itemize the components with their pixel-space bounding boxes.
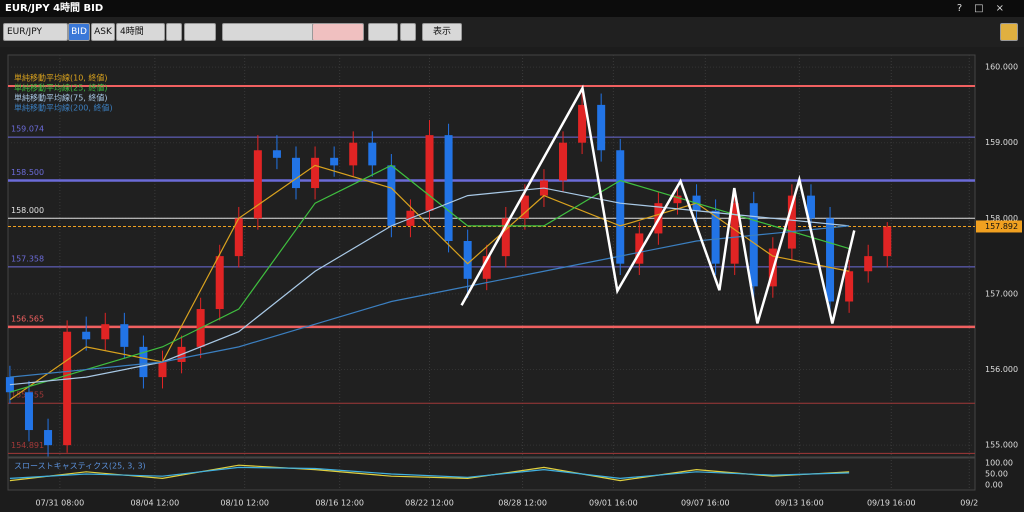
candle-body: [139, 346, 148, 378]
oscillator-line: [9, 464, 850, 482]
x-tick-label: 09/19 16:00: [867, 499, 916, 508]
candle-body: [82, 331, 91, 340]
candle-body: [387, 165, 396, 226]
period-select[interactable]: 4時間: [116, 23, 165, 41]
candle-body: [463, 240, 472, 279]
level-label: 157.358: [11, 254, 44, 263]
settings-button[interactable]: [1000, 23, 1018, 41]
legend-entry: 単純移動平均線(75, 終値): [14, 93, 108, 103]
legend-entry: 単純移動平均線(200, 終値): [14, 103, 113, 113]
x-tick-label: 08/16 12:00: [315, 499, 364, 508]
oscillator-line: [9, 466, 850, 480]
window-title: EUR/JPY 4時間 BID: [5, 3, 104, 14]
window-button[interactable]: [400, 23, 416, 41]
zigzag-annotation: [460, 84, 856, 324]
candle-body: [215, 256, 224, 310]
candle-body: [673, 195, 682, 204]
candle-body: [482, 256, 491, 279]
y-tick-label: 156.000: [985, 365, 1018, 374]
chart-type-button[interactable]: [184, 23, 216, 41]
candle-body: [292, 157, 301, 189]
x-tick-label: 09/13 16:00: [775, 499, 824, 508]
oscillator-tick-label: 0.00: [985, 481, 1003, 490]
toolbar: EUR/JPY BID ASK 4時間 表示: [0, 17, 1024, 47]
candle-body: [578, 104, 587, 143]
x-tick-label: 09/07 16:00: [681, 499, 730, 508]
candle-body: [730, 203, 739, 264]
candle-body: [520, 195, 529, 219]
candle-body: [63, 331, 72, 446]
candle-body: [559, 142, 568, 181]
y-tick-label: 155.000: [985, 441, 1018, 450]
chart: 07/31 08:00 08/04 12:00 08/10 12:00 08/16 1…: [0, 47, 1024, 512]
oscillator-tick-label: 50.00: [985, 470, 1008, 479]
bid-button[interactable]: BID: [68, 23, 90, 41]
candle-body: [234, 218, 243, 257]
moving-average: [9, 225, 850, 378]
window-controls[interactable]: ?□×: [956, 3, 1016, 14]
legend-entry: 単純移動平均線(10, 終値): [14, 73, 108, 83]
x-tick-label: 08/10 12:00: [220, 499, 269, 508]
candle-body: [616, 150, 625, 264]
draw-tools[interactable]: [312, 23, 364, 41]
candle-body: [711, 210, 720, 264]
zoom-tools[interactable]: [222, 23, 316, 41]
x-tick-label: 07/31 08:00: [36, 499, 85, 508]
candle-body: [501, 218, 510, 257]
candle-body: [158, 361, 167, 378]
candle-body: [272, 150, 281, 158]
ask-button[interactable]: ASK: [91, 23, 115, 41]
x-tick-label: 08/28 12:00: [498, 499, 547, 508]
current-price-box: [976, 220, 1022, 233]
candle-body: [826, 218, 835, 302]
candle-body: [597, 104, 606, 151]
candle-body: [635, 233, 644, 264]
level-label: 154.891: [11, 441, 44, 450]
candle-body: [368, 142, 377, 166]
moving-average: [9, 164, 850, 393]
tool-button[interactable]: [166, 23, 182, 41]
y-tick-label: 157.000: [985, 289, 1018, 298]
pen-button[interactable]: [368, 23, 398, 41]
current-price-label: 157.892: [985, 222, 1018, 231]
x-tick-label: 09/2: [960, 499, 978, 508]
candle-body: [806, 195, 815, 219]
candle-body: [787, 195, 796, 249]
symbol-select[interactable]: EUR/JPY: [3, 23, 68, 41]
legend-entry: 単純移動平均線(25, 終値): [14, 83, 108, 93]
candle-body: [253, 150, 262, 219]
candle-body: [845, 271, 854, 302]
title-bar: EUR/JPY 4時間 BID ?□×: [0, 0, 1024, 17]
level-label: 156.565: [11, 314, 44, 323]
y-tick-label: 158.000: [985, 214, 1018, 223]
y-tick-label: 159.000: [985, 138, 1018, 147]
candle-body: [120, 324, 129, 347]
level-label: 158.000: [11, 206, 44, 215]
y-tick-label: 160.000: [985, 63, 1018, 72]
view-button[interactable]: 表示: [422, 23, 462, 41]
oscillator-title: スローストキャスティクス(25, 3, 3): [14, 462, 146, 471]
moving-average: [9, 187, 850, 386]
level-label: 158.500: [11, 168, 44, 177]
plot-area: [7, 54, 976, 458]
level-label: 159.074: [11, 125, 44, 134]
oscillator-tick-label: 100.00: [985, 459, 1013, 468]
candle-body: [864, 256, 873, 272]
candle-body: [444, 135, 453, 241]
candle-body: [749, 203, 758, 287]
candle-body: [44, 430, 53, 446]
candle-body: [349, 142, 358, 166]
candle-body: [24, 392, 33, 431]
candle-body: [330, 157, 339, 166]
candle-body: [101, 324, 110, 340]
x-tick-label: 08/04 12:00: [131, 499, 180, 508]
candle-body: [311, 157, 320, 189]
candle-body: [425, 135, 434, 211]
x-tick-label: 09/01 16:00: [589, 499, 638, 508]
x-tick-label: 08/22 12:00: [405, 499, 454, 508]
candle-body: [883, 226, 892, 257]
